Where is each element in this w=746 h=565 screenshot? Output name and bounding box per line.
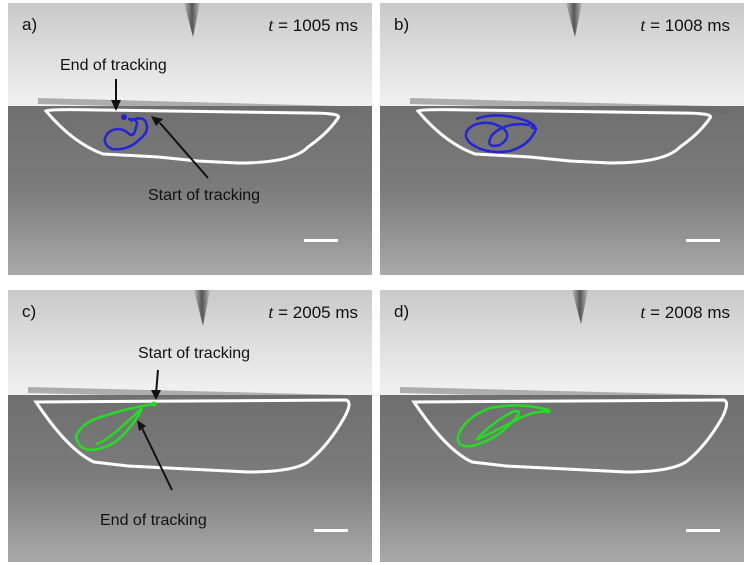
start-of-tracking-annotation: Start of tracking [138,345,251,362]
annotation-arrows [111,79,209,179]
particle-track [74,402,155,452]
scale-bar [314,529,348,532]
time-symbol: t [268,15,274,35]
needle-icon [184,3,200,37]
time-label: t = 2008 ms [640,302,730,323]
time-label: t = 2005 ms [268,302,358,323]
panel-b: b) t = 1008 ms [380,3,744,275]
start-of-tracking-annotation: Start of tracking [148,187,261,204]
photo-background [8,3,372,275]
track-end-marker [530,124,536,130]
needle-icon [194,290,210,326]
photo-background [380,290,744,562]
time-value: = 2008 ms [650,303,730,322]
panel-d: d) t = 2008 ms [380,290,744,562]
panel-label: a) [22,15,38,34]
scale-bar [686,239,720,242]
time-symbol: t [640,15,646,35]
time-symbol: t [640,302,646,322]
needle-icon [572,290,588,324]
end-of-tracking-annotation: End of tracking [100,512,207,529]
time-label: t = 1008 ms [640,15,730,36]
panel-a: a) t = 1005 ms End of tracking Start of … [8,3,372,275]
photo-background [8,290,372,562]
scale-bar [686,529,720,532]
panel-label: c) [22,302,37,321]
track-end-marker [545,408,551,414]
arrow-icon [137,420,146,431]
time-value: = 2005 ms [278,303,358,322]
time-label: t = 1005 ms [268,15,358,36]
particle-track [456,404,549,448]
arrow-icon [151,116,163,126]
pool-outline [411,398,729,474]
annotation-arrows [137,369,173,491]
photo-background [380,3,744,275]
needle-icon [566,3,582,37]
track-end-marker [151,401,157,407]
time-value: = 1005 ms [278,16,358,35]
panel-label: b) [394,15,410,34]
pool-outline [415,108,713,165]
panel-c: c) t = 2005 ms Start of tracking End of … [8,290,372,562]
end-of-tracking-annotation: End of tracking [60,57,167,74]
time-value: = 1008 ms [650,16,730,35]
particle-track [464,114,538,154]
panel-label: d) [394,302,410,321]
particle-track [103,117,149,151]
pool-outline [43,108,341,165]
track-end-marker [121,114,127,120]
time-symbol: t [268,302,274,322]
arrow-icon [151,390,161,400]
scale-bar [304,239,338,242]
arrow-icon [111,100,121,111]
pool-outline [33,398,351,474]
